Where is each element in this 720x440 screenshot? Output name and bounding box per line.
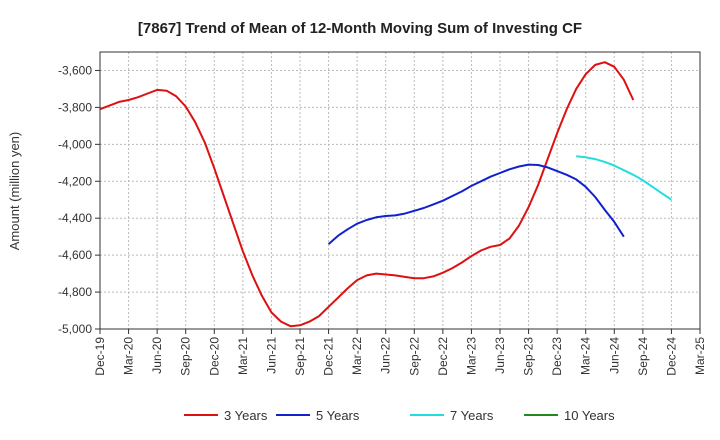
x-tick-label: Mar-25 — [693, 337, 707, 375]
x-tick-label: Jun-21 — [264, 337, 278, 374]
y-tick-label: -4,200 — [58, 174, 92, 188]
x-tick-label: Mar-23 — [464, 337, 478, 375]
x-tick-label: Mar-24 — [579, 337, 593, 375]
x-axis: Dec-19 Mar-20 Jun-20 Sep-20 Dec-20 Mar-21 Jun-… — [93, 329, 707, 376]
x-tick-label: Mar-22 — [350, 337, 364, 375]
x-tick-label: Jun-22 — [379, 337, 393, 374]
y-tick-label: -4,000 — [58, 137, 92, 151]
x-tick-label: Dec-19 — [93, 337, 107, 376]
x-tick-label: Sep-20 — [179, 337, 193, 376]
x-tick-label: Jun-24 — [607, 337, 621, 374]
legend-label-5-years: 5 Years — [316, 408, 360, 423]
y-tick-label: -5,000 — [58, 322, 92, 336]
x-tick-label: Dec-21 — [322, 337, 336, 376]
grid — [99, 52, 701, 330]
chart-title: [7867] Trend of Mean of 12-Month Moving … — [138, 20, 582, 37]
x-tick-label: Mar-21 — [236, 337, 250, 375]
x-tick-label: Sep-24 — [636, 337, 650, 376]
x-tick-label: Dec-23 — [550, 337, 564, 376]
x-tick-label: Sep-22 — [407, 337, 421, 376]
y-axis-label: Amount (million yen) — [7, 132, 22, 251]
x-tick-label: Sep-21 — [293, 337, 307, 376]
series-line-7-years — [576, 155, 672, 201]
y-tick-label: -3,800 — [58, 100, 92, 114]
y-tick-label: -4,400 — [58, 211, 92, 225]
series-line-5-years — [327, 163, 625, 245]
y-tick-label: -4,800 — [58, 285, 92, 299]
x-tick-label: Dec-24 — [664, 337, 678, 376]
x-tick-label: Jun-20 — [150, 337, 164, 374]
x-tick-label: Sep-23 — [522, 337, 536, 376]
x-tick-label: Jun-23 — [493, 337, 507, 374]
series-line-3-years — [99, 61, 635, 328]
x-tick-label: Mar-20 — [122, 337, 136, 375]
y-tick-label: -3,600 — [58, 63, 92, 77]
series-group — [99, 61, 672, 328]
y-axis: -3,600 -3,800 -4,000 -4,200 -4,400 -4,600 -4,8… — [58, 63, 100, 336]
x-tick-label: Dec-22 — [436, 337, 450, 376]
legend: 3 Years 5 Years 7 Years 10 Years — [184, 408, 615, 423]
plot-area — [100, 52, 700, 329]
legend-label-7-years: 7 Years — [450, 408, 494, 423]
legend-label-10-years: 10 Years — [564, 408, 615, 423]
legend-label-3-years: 3 Years — [224, 408, 268, 423]
y-tick-label: -4,600 — [58, 248, 92, 262]
plot-frame — [99, 51, 701, 330]
x-tick-label: Dec-20 — [207, 337, 221, 376]
